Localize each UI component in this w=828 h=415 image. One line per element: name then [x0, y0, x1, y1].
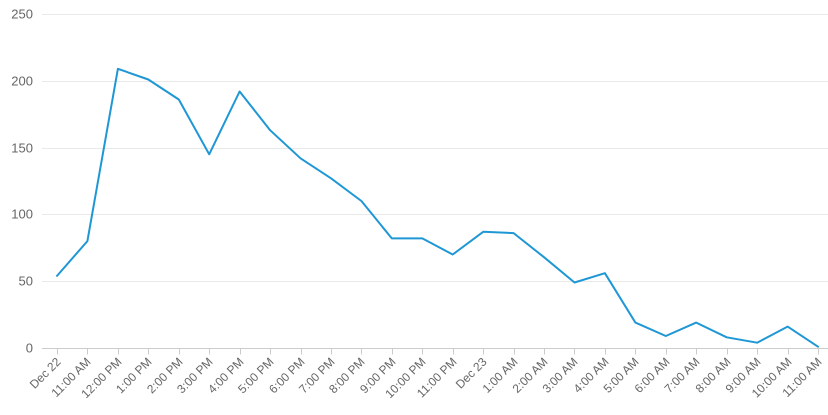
y-tick-label: 250: [11, 7, 33, 22]
y-tick-label: 0: [26, 341, 33, 356]
series-layer: [56, 67, 819, 348]
series-line: [56, 67, 819, 348]
y-tick-label: 50: [19, 274, 33, 289]
y-tick-label: 200: [11, 74, 33, 89]
gridlines: [42, 14, 828, 282]
y-tick-label: 150: [11, 141, 33, 156]
y-axis: 0 50 100 150 200 250: [11, 7, 33, 356]
y-tick-label: 100: [11, 207, 33, 222]
